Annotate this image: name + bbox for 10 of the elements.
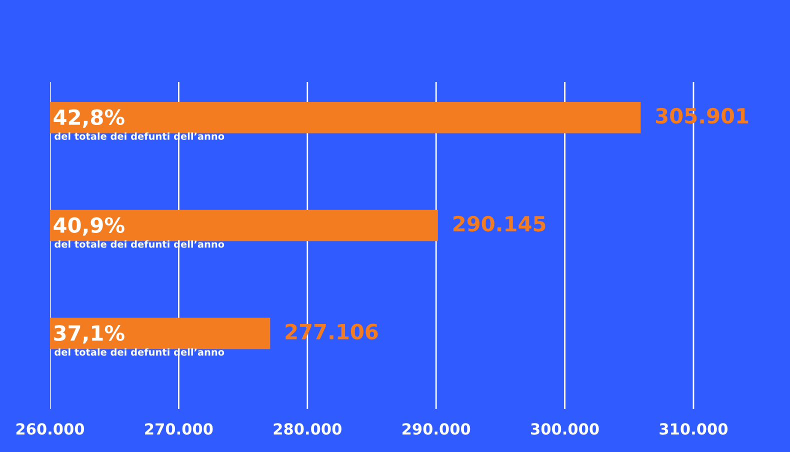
x-tick-label: 280.000 <box>274 423 342 435</box>
x-tick-label: 260.000 <box>16 423 84 435</box>
annotation: 40,9% <box>54 217 124 236</box>
x-tick-label: 300.000 <box>531 423 599 435</box>
x-tick-label: 270.000 <box>145 423 213 435</box>
x-tick-label: 290.000 <box>402 423 470 435</box>
data-label: 290.145 <box>453 216 546 232</box>
x-tick-label: 310.000 <box>660 423 728 435</box>
annotation: 42,8% <box>54 109 124 128</box>
annotation: 37,1% <box>54 325 124 344</box>
